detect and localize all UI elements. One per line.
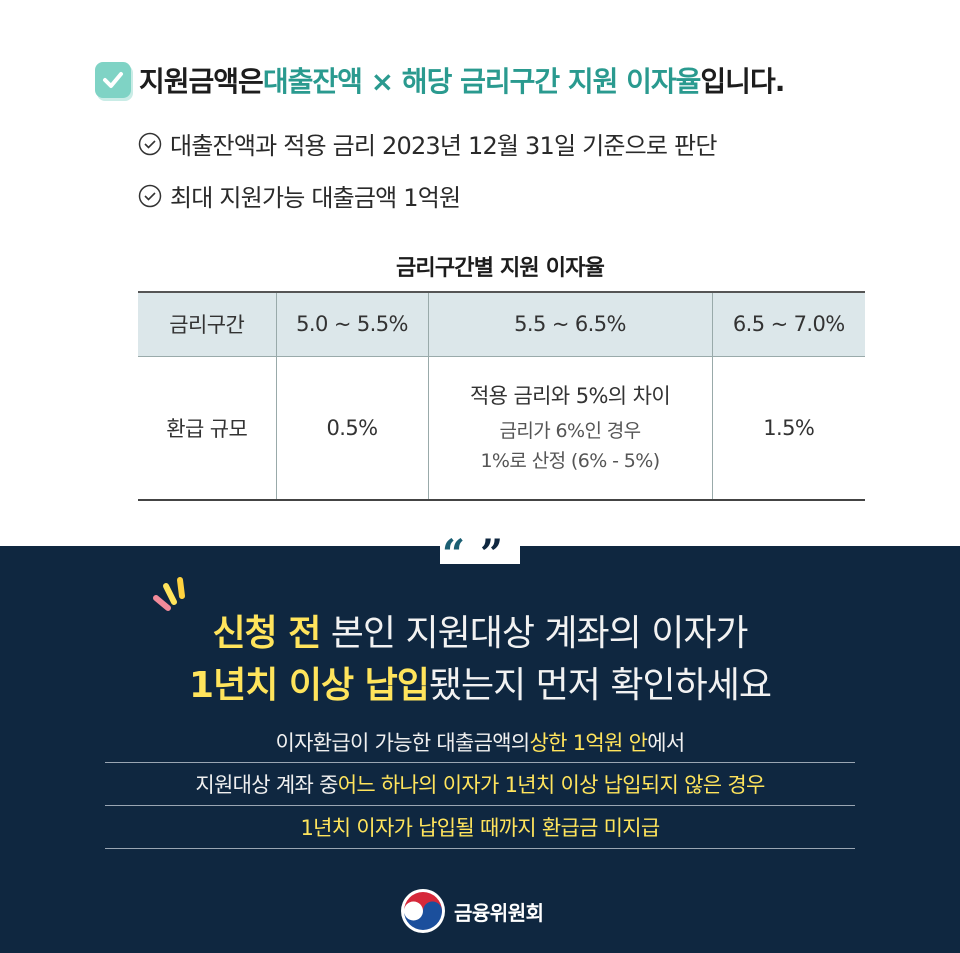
check-badge-icon (95, 62, 131, 98)
note-highlight: 상한 1억원 안 (529, 730, 648, 755)
notes-list: 이자환급이 가능한 대출금액의 상한 1억원 안 에서 지원대상 계좌 중 어느 … (105, 721, 855, 849)
header-cell: 5.5 ~ 6.5% (427, 291, 712, 357)
bullet-item: 대출잔액과 적용 금리 2023년 12월 31일 기준으로 판단 (138, 126, 717, 161)
callout-line-2: 1년치 이상 납입됐는지 먼저 확인하세요 (0, 656, 960, 708)
row-label: 환급 규모 (138, 356, 276, 501)
note-row: 이자환급이 가능한 대출금액의 상한 1억원 안 에서 (105, 721, 855, 763)
bullet-text: 대출잔액과 적용 금리 2023년 12월 31일 기준으로 판단 (170, 132, 717, 160)
callout-text: 됐는지 먼저 확인하세요 (428, 665, 772, 706)
headline: 지원금액은 대출잔액 × 해당 금리구간 지원 이자율 입니다. (95, 60, 785, 100)
bottom-section (0, 546, 960, 953)
callout-line-1: 신청 전 본인 지원대상 계좌의 이자가 (0, 604, 960, 656)
note-highlight: 어느 하나의 이자가 1년치 이상 납입되지 않은 경우 (337, 773, 766, 797)
rate-table: 금리구간 5.0 ~ 5.5% 5.5 ~ 6.5% 6.5 ~ 7.0% 환급… (138, 291, 865, 501)
note-text: 에서 (647, 730, 685, 755)
note-text: 이자환급이 가능한 대출금액의 (275, 730, 531, 755)
quote-icon: “ ” (440, 534, 520, 564)
note-row: 지원대상 계좌 중 어느 하나의 이자가 1년치 이상 납입되지 않은 경우 (105, 763, 855, 806)
header-cell: 5.0 ~ 5.5% (275, 291, 428, 357)
bullet-text: 최대 지원가능 대출금액 1억원 (170, 184, 461, 212)
svg-text:”: ” (480, 534, 503, 564)
circle-check-icon (138, 184, 162, 207)
table-title: 금리구간별 지원 이자율 (395, 256, 605, 281)
logo-text: 금융위원회 (454, 900, 544, 925)
cell-main-text: 적용 금리와 5%의 차이 (469, 383, 671, 408)
cell-sub-text: 1%로 산정 (6% - 5%) (480, 449, 660, 472)
table-cell: 1.5% (711, 356, 865, 501)
header-cell: 6.5 ~ 7.0% (711, 291, 865, 357)
circle-check-icon (138, 132, 162, 155)
bullet-item: 최대 지원가능 대출금액 1억원 (138, 178, 461, 213)
table-header-row: 금리구간 5.0 ~ 5.5% 5.5 ~ 6.5% 6.5 ~ 7.0% (138, 291, 865, 357)
note-text: 지원대상 계좌 중 (195, 773, 338, 797)
callout-text: 본인 지원대상 계좌의 이자가 (320, 613, 749, 654)
fsc-logo: 금융위원회 (400, 888, 544, 934)
headline-highlight: 대출잔액 × 해당 금리구간 지원 이자율 (262, 65, 702, 98)
headline-suffix: 입니다. (700, 65, 785, 98)
top-section: 지원금액은 대출잔액 × 해당 금리구간 지원 이자율 입니다. 대출잔액과 적용… (95, 60, 865, 501)
taegeuk-emblem-icon (401, 889, 445, 933)
callout-highlight: 신청 전 (212, 613, 321, 654)
table-cell: 0.5% (275, 356, 428, 501)
callout-highlight: 1년치 이상 납입 (189, 665, 430, 706)
table-row: 환급 규모 0.5% 적용 금리와 5%의 차이 금리가 6%인 경우 1%로 … (138, 356, 865, 501)
note-row: 1년치 이자가 납입될 때까지 환급금 미지급 (105, 806, 855, 849)
sparkle-icon (153, 577, 185, 611)
note-highlight: 1년치 이자가 납입될 때까지 환급금 미지급 (300, 816, 660, 840)
header-cell: 금리구간 (138, 291, 276, 357)
table-cell: 적용 금리와 5%의 차이 금리가 6%인 경우 1%로 산정 (6% - 5%… (427, 356, 712, 501)
svg-text:“: “ (442, 534, 465, 564)
headline-prefix: 지원금액은 (139, 65, 264, 98)
cell-sub-text: 금리가 6%인 경우 (499, 419, 641, 442)
